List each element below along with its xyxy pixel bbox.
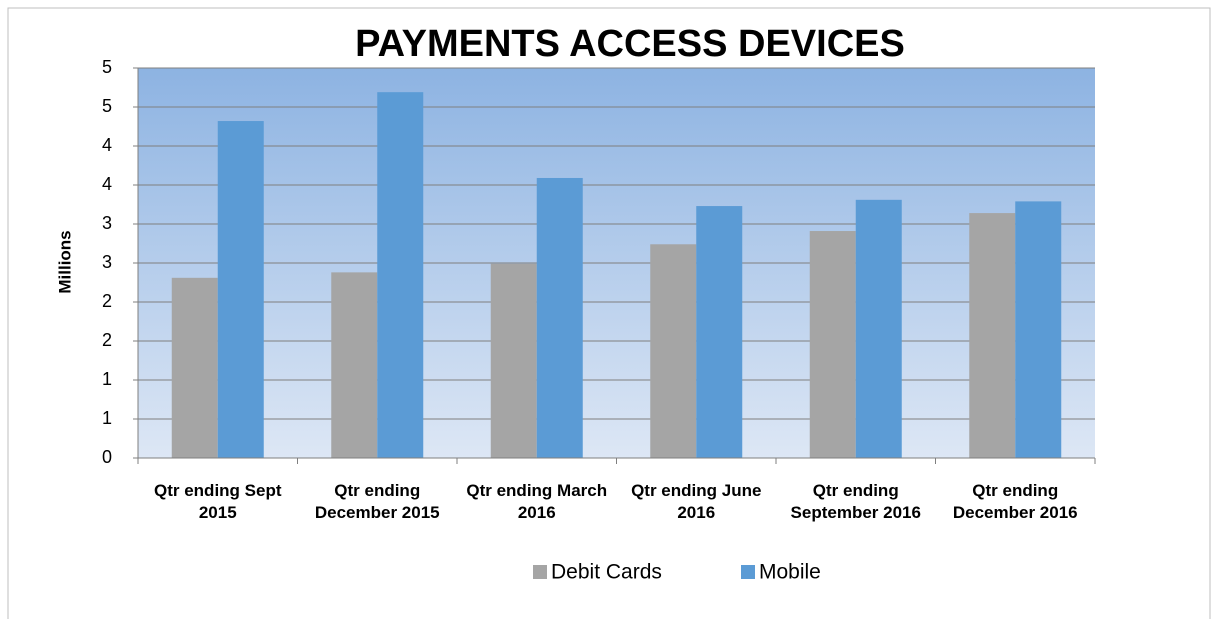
bar — [377, 92, 424, 459]
y-tick-label: 3 — [102, 252, 112, 272]
bar — [171, 277, 218, 458]
y-tick-label: 5 — [102, 57, 112, 77]
bar — [217, 121, 264, 458]
y-tick-label: 4 — [102, 174, 112, 194]
y-axis-label: Millions — [55, 230, 74, 293]
y-tick-label: 2 — [102, 291, 112, 311]
legend-label: Debit Cards — [551, 561, 662, 584]
bar — [1015, 201, 1062, 458]
y-tick-label: 1 — [102, 369, 112, 389]
bar — [536, 177, 583, 459]
legend-swatch — [533, 565, 547, 579]
x-tick-label: Qtr ending September 2016 — [790, 481, 921, 522]
x-tick-label: Qtr ending March 2016 — [466, 481, 608, 522]
x-tick-label: Qtr ending December 2016 — [952, 481, 1078, 522]
legend-label: Mobile — [759, 561, 821, 584]
chart-title: PAYMENTS ACCESS DEVICES — [355, 23, 905, 65]
y-tick-label: 5 — [102, 96, 112, 116]
bar — [696, 206, 743, 458]
legend-swatch — [741, 565, 755, 579]
x-tick-label: Qtr ending Sept 2015 — [154, 481, 282, 522]
x-tick-label: Qtr ending June 2016 — [631, 481, 762, 522]
y-tick-label: 2 — [102, 330, 112, 350]
bar — [650, 244, 697, 458]
bar — [490, 263, 537, 458]
bar — [331, 272, 378, 458]
y-tick-label: 3 — [102, 213, 112, 233]
bar — [809, 231, 856, 458]
bar — [855, 199, 902, 458]
y-tick-label: 0 — [102, 447, 112, 467]
bar — [969, 213, 1016, 458]
y-tick-label: 1 — [102, 408, 112, 428]
chart-border — [7, 7, 1211, 619]
y-tick-label: 4 — [102, 135, 112, 155]
x-tick-label: Qtr ending December 2015 — [314, 481, 440, 522]
